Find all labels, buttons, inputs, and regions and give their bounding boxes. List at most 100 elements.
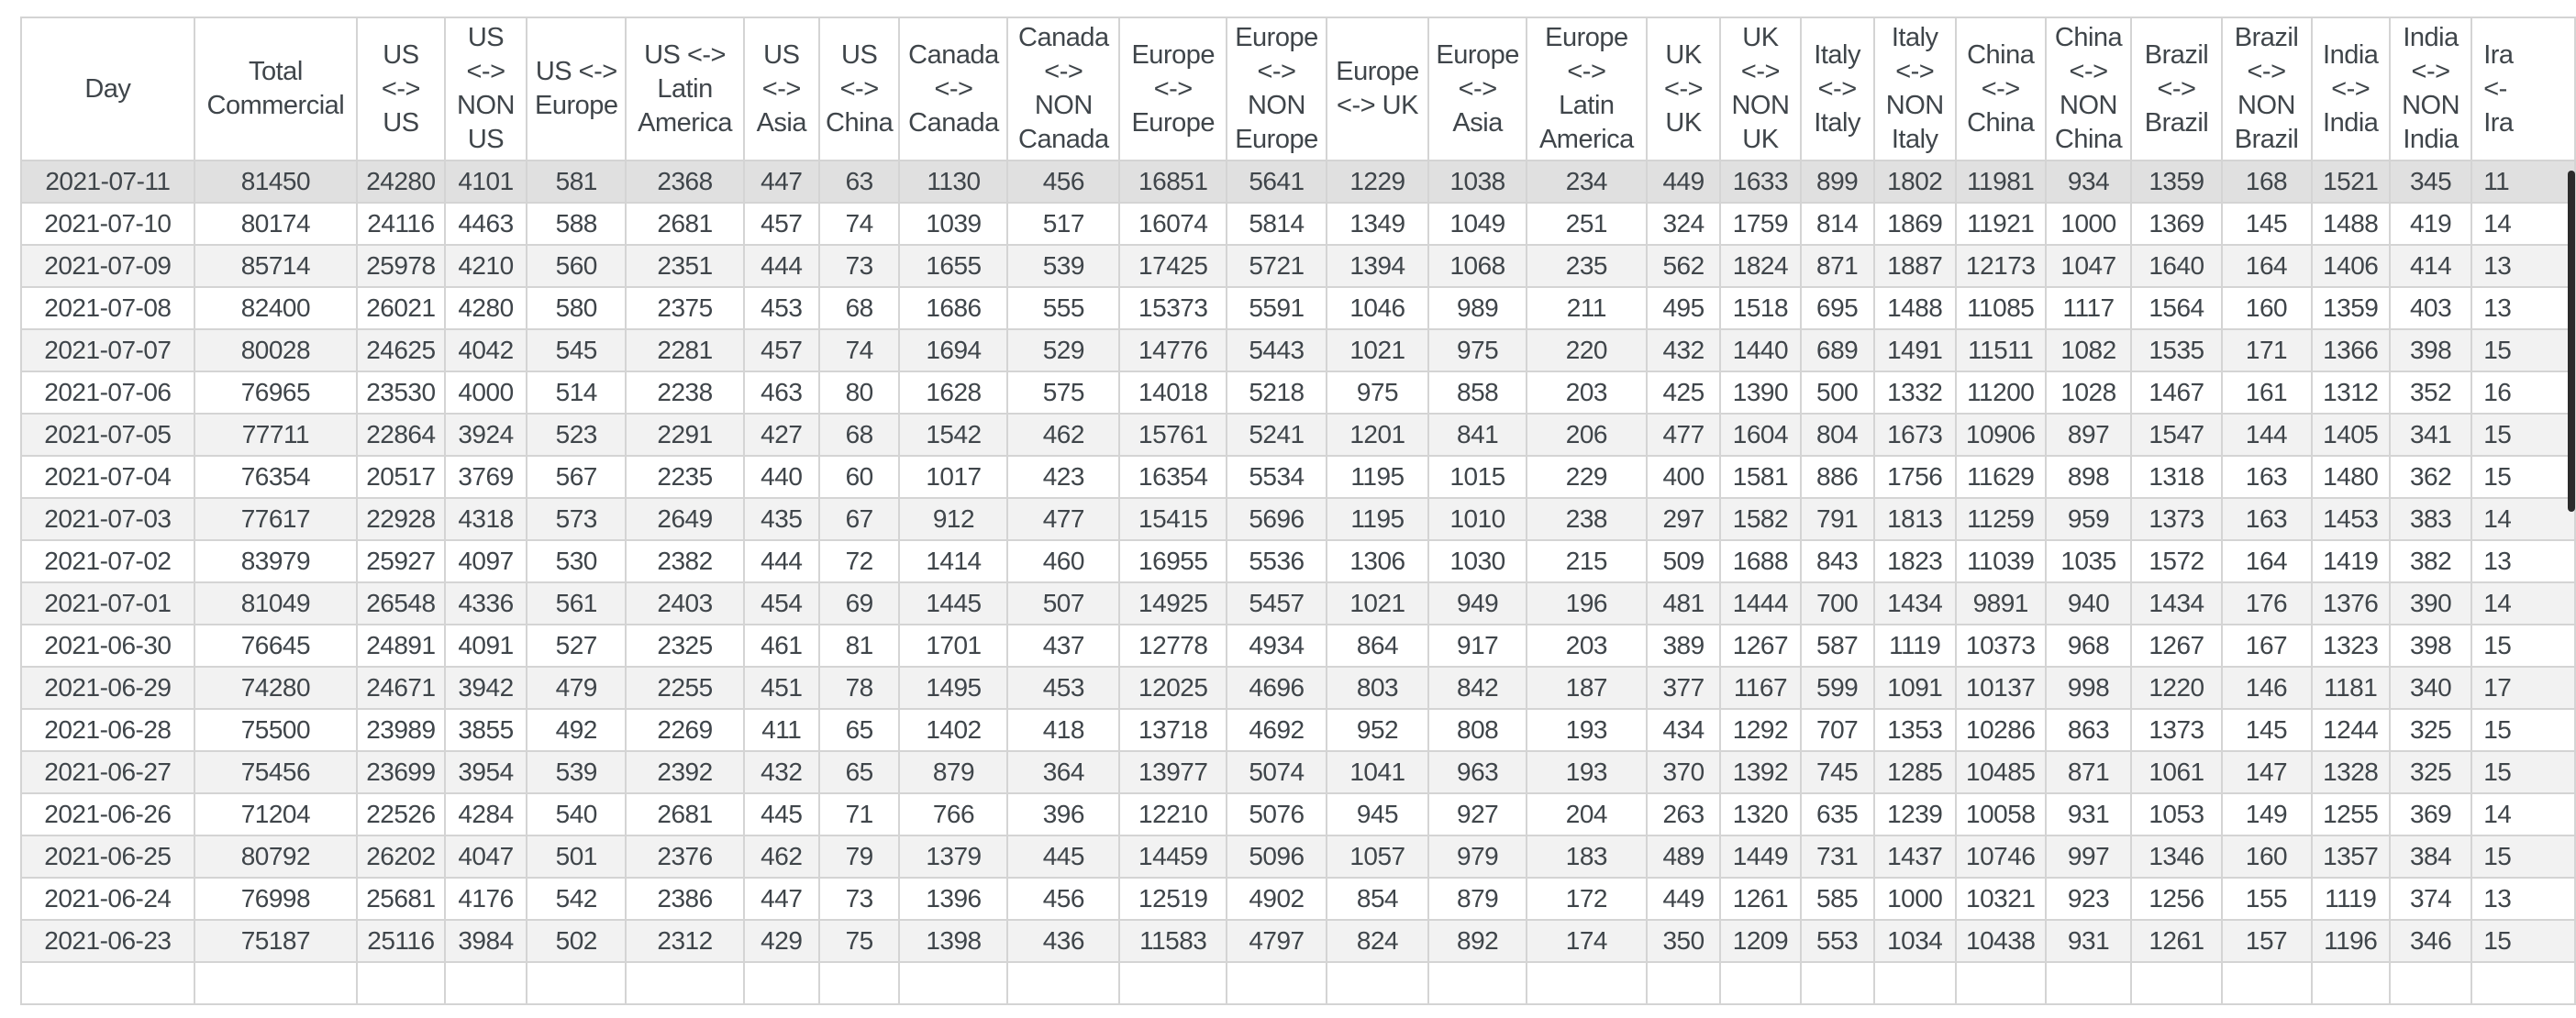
table-row[interactable]: 2021-06-26 71204 22526 4284 540 2681 445 71 766 3… (20, 792, 2576, 836)
cell-us_latin_america: 2392 (625, 750, 745, 794)
cell-uk_non_uk: 1209 (1719, 919, 1802, 963)
cell-total_commercial: 82400 (193, 286, 358, 330)
table-row[interactable]: 2021-07-07 80028 24625 4042 545 2281 457 74 1694… (20, 328, 2576, 372)
cell-uk_uk: 432 (1645, 328, 1722, 372)
cell-china_china: 11629 (1954, 455, 2047, 499)
cell-italy_non_italy: 1353 (1872, 708, 1957, 752)
cell-india_india: 1323 (2310, 624, 2391, 668)
cell-china_china: 11085 (1954, 286, 2047, 330)
cell-us_asia: 453 (742, 286, 820, 330)
table-row[interactable]: 2021-07-05 77711 22864 3924 523 2291 427 68 1542… (20, 413, 2576, 457)
table-row[interactable]: 2021-06-25 80792 26202 4047 501 2376 462 79 1379… (20, 835, 2576, 879)
cell-uk_uk: 297 (1645, 497, 1722, 541)
cell-italy_italy: 587 (1799, 624, 1875, 668)
cell-italy_italy: 899 (1799, 160, 1875, 204)
cell-china_china: 10485 (1954, 750, 2047, 794)
cell-us_non_us: 3984 (443, 919, 528, 963)
cell-us_us: 20517 (355, 455, 446, 499)
table-row[interactable]: 2021-07-09 85714 25978 4210 560 2351 444 73 1655… (20, 244, 2576, 288)
cell-china_china: 10373 (1954, 624, 2047, 668)
cell-canada_non_canada: 364 (1006, 750, 1121, 794)
cell-us_china: 60 (817, 455, 901, 499)
cell-china_non_china: 1000 (2044, 202, 2133, 246)
cell-us_non_us: 4101 (443, 160, 528, 204)
table-row[interactable]: 2021-07-02 83979 25927 4097 530 2382 444 72 1414… (20, 539, 2576, 583)
cell-us_asia: 451 (742, 666, 820, 710)
cell-us_us: 23530 (355, 371, 446, 415)
cell-italy_italy: 791 (1799, 497, 1875, 541)
cell-china_non_china: 931 (2044, 792, 2133, 836)
cell-canada_canada: 1398 (898, 919, 1009, 963)
cell-europe_non_europe: 5241 (1226, 413, 1327, 457)
table-row[interactable]: 2021-06-24 76998 25681 4176 542 2386 447 73 1396… (20, 877, 2576, 921)
cell-empty (1719, 961, 1802, 1005)
cell-europe_latin_america: 235 (1525, 244, 1648, 288)
table-row[interactable]: 2021-06-30 76645 24891 4091 527 2325 461 81 1701… (20, 624, 2576, 668)
table-row[interactable]: 2021-06-28 75500 23989 3855 492 2269 411 65 1402… (20, 708, 2576, 752)
cell-brazil_non_brazil: 155 (2220, 877, 2313, 921)
table-row[interactable]: 2021-07-01 81049 26548 4336 561 2403 454 69 1445… (20, 581, 2576, 625)
cell-us_china: 68 (817, 413, 901, 457)
cell-total_commercial: 75456 (193, 750, 358, 794)
cell-us_latin_america: 2238 (625, 371, 745, 415)
cell-europe_non_europe: 5536 (1226, 539, 1327, 583)
cell-uk_non_uk: 1688 (1719, 539, 1802, 583)
table-row-partial[interactable] (20, 961, 2576, 1005)
table-row[interactable]: 2021-06-27 75456 23699 3954 539 2392 432 65 879 3… (20, 750, 2576, 794)
cell-us_us: 24280 (355, 160, 446, 204)
table-body: 2021-07-11 81450 24280 4101 581 2368 447 63 1130… (20, 160, 2576, 1005)
cell-europe_europe: 15761 (1118, 413, 1228, 457)
cell-us_asia: 447 (742, 160, 820, 204)
cell-iran_iran_partial: 13 (2471, 877, 2576, 921)
cell-us_europe: 581 (526, 160, 627, 204)
cell-us_europe: 492 (526, 708, 627, 752)
cell-uk_uk: 434 (1645, 708, 1722, 752)
cell-europe_uk: 945 (1325, 792, 1430, 836)
table-row[interactable]: 2021-06-23 75187 25116 3984 502 2312 429 75 1398… (20, 919, 2576, 963)
cell-us_us: 22864 (355, 413, 446, 457)
cell-total_commercial: 85714 (193, 244, 358, 288)
col-header-india_non_india: India <-> NON India (2388, 17, 2473, 161)
cell-brazil_brazil: 1467 (2130, 371, 2223, 415)
cell-uk_uk: 449 (1645, 160, 1722, 204)
table-row[interactable]: 2021-07-10 80174 24116 4463 588 2681 457 74 1039… (20, 202, 2576, 246)
cell-us_china: 65 (817, 750, 901, 794)
cell-europe_uk: 1394 (1325, 244, 1430, 288)
cell-india_non_india: 341 (2388, 413, 2473, 457)
cell-europe_europe: 16074 (1118, 202, 1228, 246)
cell-day: 2021-06-26 (20, 792, 195, 836)
cell-brazil_brazil: 1369 (2130, 202, 2223, 246)
cell-europe_asia: 1068 (1427, 244, 1527, 288)
cell-europe_non_europe: 5814 (1226, 202, 1327, 246)
cell-europe_uk: 1195 (1325, 497, 1430, 541)
table-row[interactable]: 2021-07-08 82400 26021 4280 580 2375 453 68 1686… (20, 286, 2576, 330)
cell-india_india: 1406 (2310, 244, 2391, 288)
cell-us_europe: 588 (526, 202, 627, 246)
vertical-scrollbar-thumb[interactable] (2568, 171, 2575, 512)
cell-europe_non_europe: 5534 (1226, 455, 1327, 499)
cell-day: 2021-06-23 (20, 919, 195, 963)
cell-europe_latin_america: 238 (1525, 497, 1648, 541)
cell-china_non_china: 923 (2044, 877, 2133, 921)
cell-europe_uk: 1195 (1325, 455, 1430, 499)
cell-us_asia: 440 (742, 455, 820, 499)
cell-india_non_india: 325 (2388, 708, 2473, 752)
table-row[interactable]: 2021-06-29 74280 24671 3942 479 2255 451 78 1495… (20, 666, 2576, 710)
cell-europe_non_europe: 4797 (1226, 919, 1327, 963)
cell-europe_latin_america: 229 (1525, 455, 1648, 499)
cell-europe_latin_america: 220 (1525, 328, 1648, 372)
cell-iran_iran_partial: 14 (2471, 497, 2576, 541)
cell-europe_europe: 13718 (1118, 708, 1228, 752)
cell-italy_non_italy: 1491 (1872, 328, 1957, 372)
table-row[interactable]: 2021-07-06 76965 23530 4000 514 2238 463 80 1628… (20, 371, 2576, 415)
cell-iran_iran_partial: 15 (2471, 413, 2576, 457)
cell-europe_uk: 1229 (1325, 160, 1430, 204)
cell-india_non_india: 419 (2388, 202, 2473, 246)
cell-canada_non_canada: 477 (1006, 497, 1121, 541)
cell-china_non_china: 968 (2044, 624, 2133, 668)
cell-china_non_china: 897 (2044, 413, 2133, 457)
table-row[interactable]: 2021-07-04 76354 20517 3769 567 2235 440 60 1017… (20, 455, 2576, 499)
table-row[interactable]: 2021-07-11 81450 24280 4101 581 2368 447 63 1130… (20, 160, 2576, 204)
table-row[interactable]: 2021-07-03 77617 22928 4318 573 2649 435 67 912 4… (20, 497, 2576, 541)
cell-europe_uk: 1201 (1325, 413, 1430, 457)
